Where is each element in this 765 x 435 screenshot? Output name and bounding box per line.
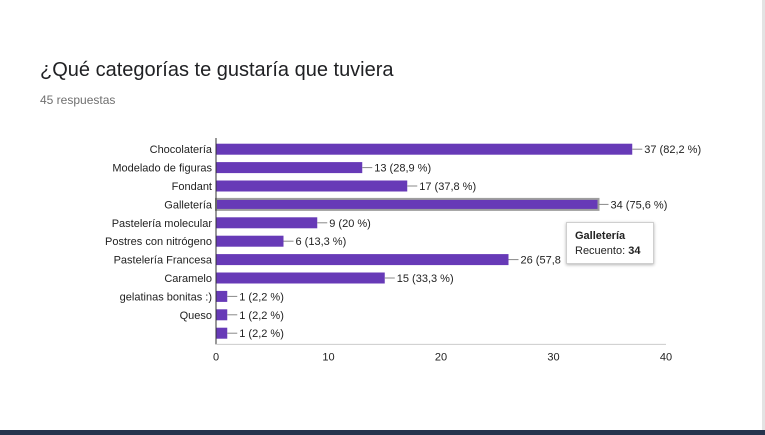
question-title: ¿Qué categorías te gustaría que tuviera [40,59,394,81]
data-label: 26 (57,8 [521,255,561,267]
bar [216,235,284,247]
bar [216,143,633,155]
bar [216,162,363,174]
data-label: 6 (13,3 %) [296,236,347,248]
bar [216,217,318,229]
category-label: Pastelería Francesa [114,255,213,267]
category-label: Fondant [172,181,212,193]
data-label: 34 (75,6 %) [611,199,668,211]
page-footer-band [0,430,765,435]
response-count: 45 respuestas [40,93,116,107]
category-label: Queso [180,310,212,322]
tooltip-category: Galletería [575,230,626,242]
tooltip-count: Recuento: 34 [575,244,653,259]
data-label: 17 (37,8 %) [419,181,476,193]
data-label: 1 (2,2 %) [239,291,284,303]
x-tick-label: 30 [547,351,559,363]
bar-tooltip: Galletería Recuento: 34 [566,222,654,264]
tooltip-count-value: 34 [628,245,641,257]
category-label: Postres con nitrógeno [105,236,212,248]
x-tick-label: 20 [435,351,447,363]
data-label: 13 (28,9 %) [374,163,431,175]
x-tick-label: 10 [322,351,334,363]
x-tick-label: 0 [213,351,219,363]
bar [216,327,228,339]
data-label: 1 (2,2 %) [239,328,284,340]
bar [216,290,228,302]
data-label: 1 (2,2 %) [239,310,284,322]
x-tick-label: 40 [660,351,672,363]
bar [216,309,228,321]
category-label: Chocolatería [150,144,213,156]
bar [216,254,509,266]
category-label: Pastelería molecular [112,218,213,230]
category-label: Caramelo [164,273,212,285]
tooltip-count-label: Recuento: [575,245,626,257]
data-label: 9 (20 %) [329,218,371,230]
category-label: Modelado de figuras [112,163,212,175]
bar [216,180,408,192]
data-label: 37 (82,2 %) [644,144,701,156]
data-label: 15 (33,3 %) [397,273,454,285]
category-label: gelatinas bonitas :) [120,291,212,303]
bar [216,272,385,284]
bar [215,197,600,211]
category-label: Galletería [164,199,213,211]
card-edge [762,0,765,430]
